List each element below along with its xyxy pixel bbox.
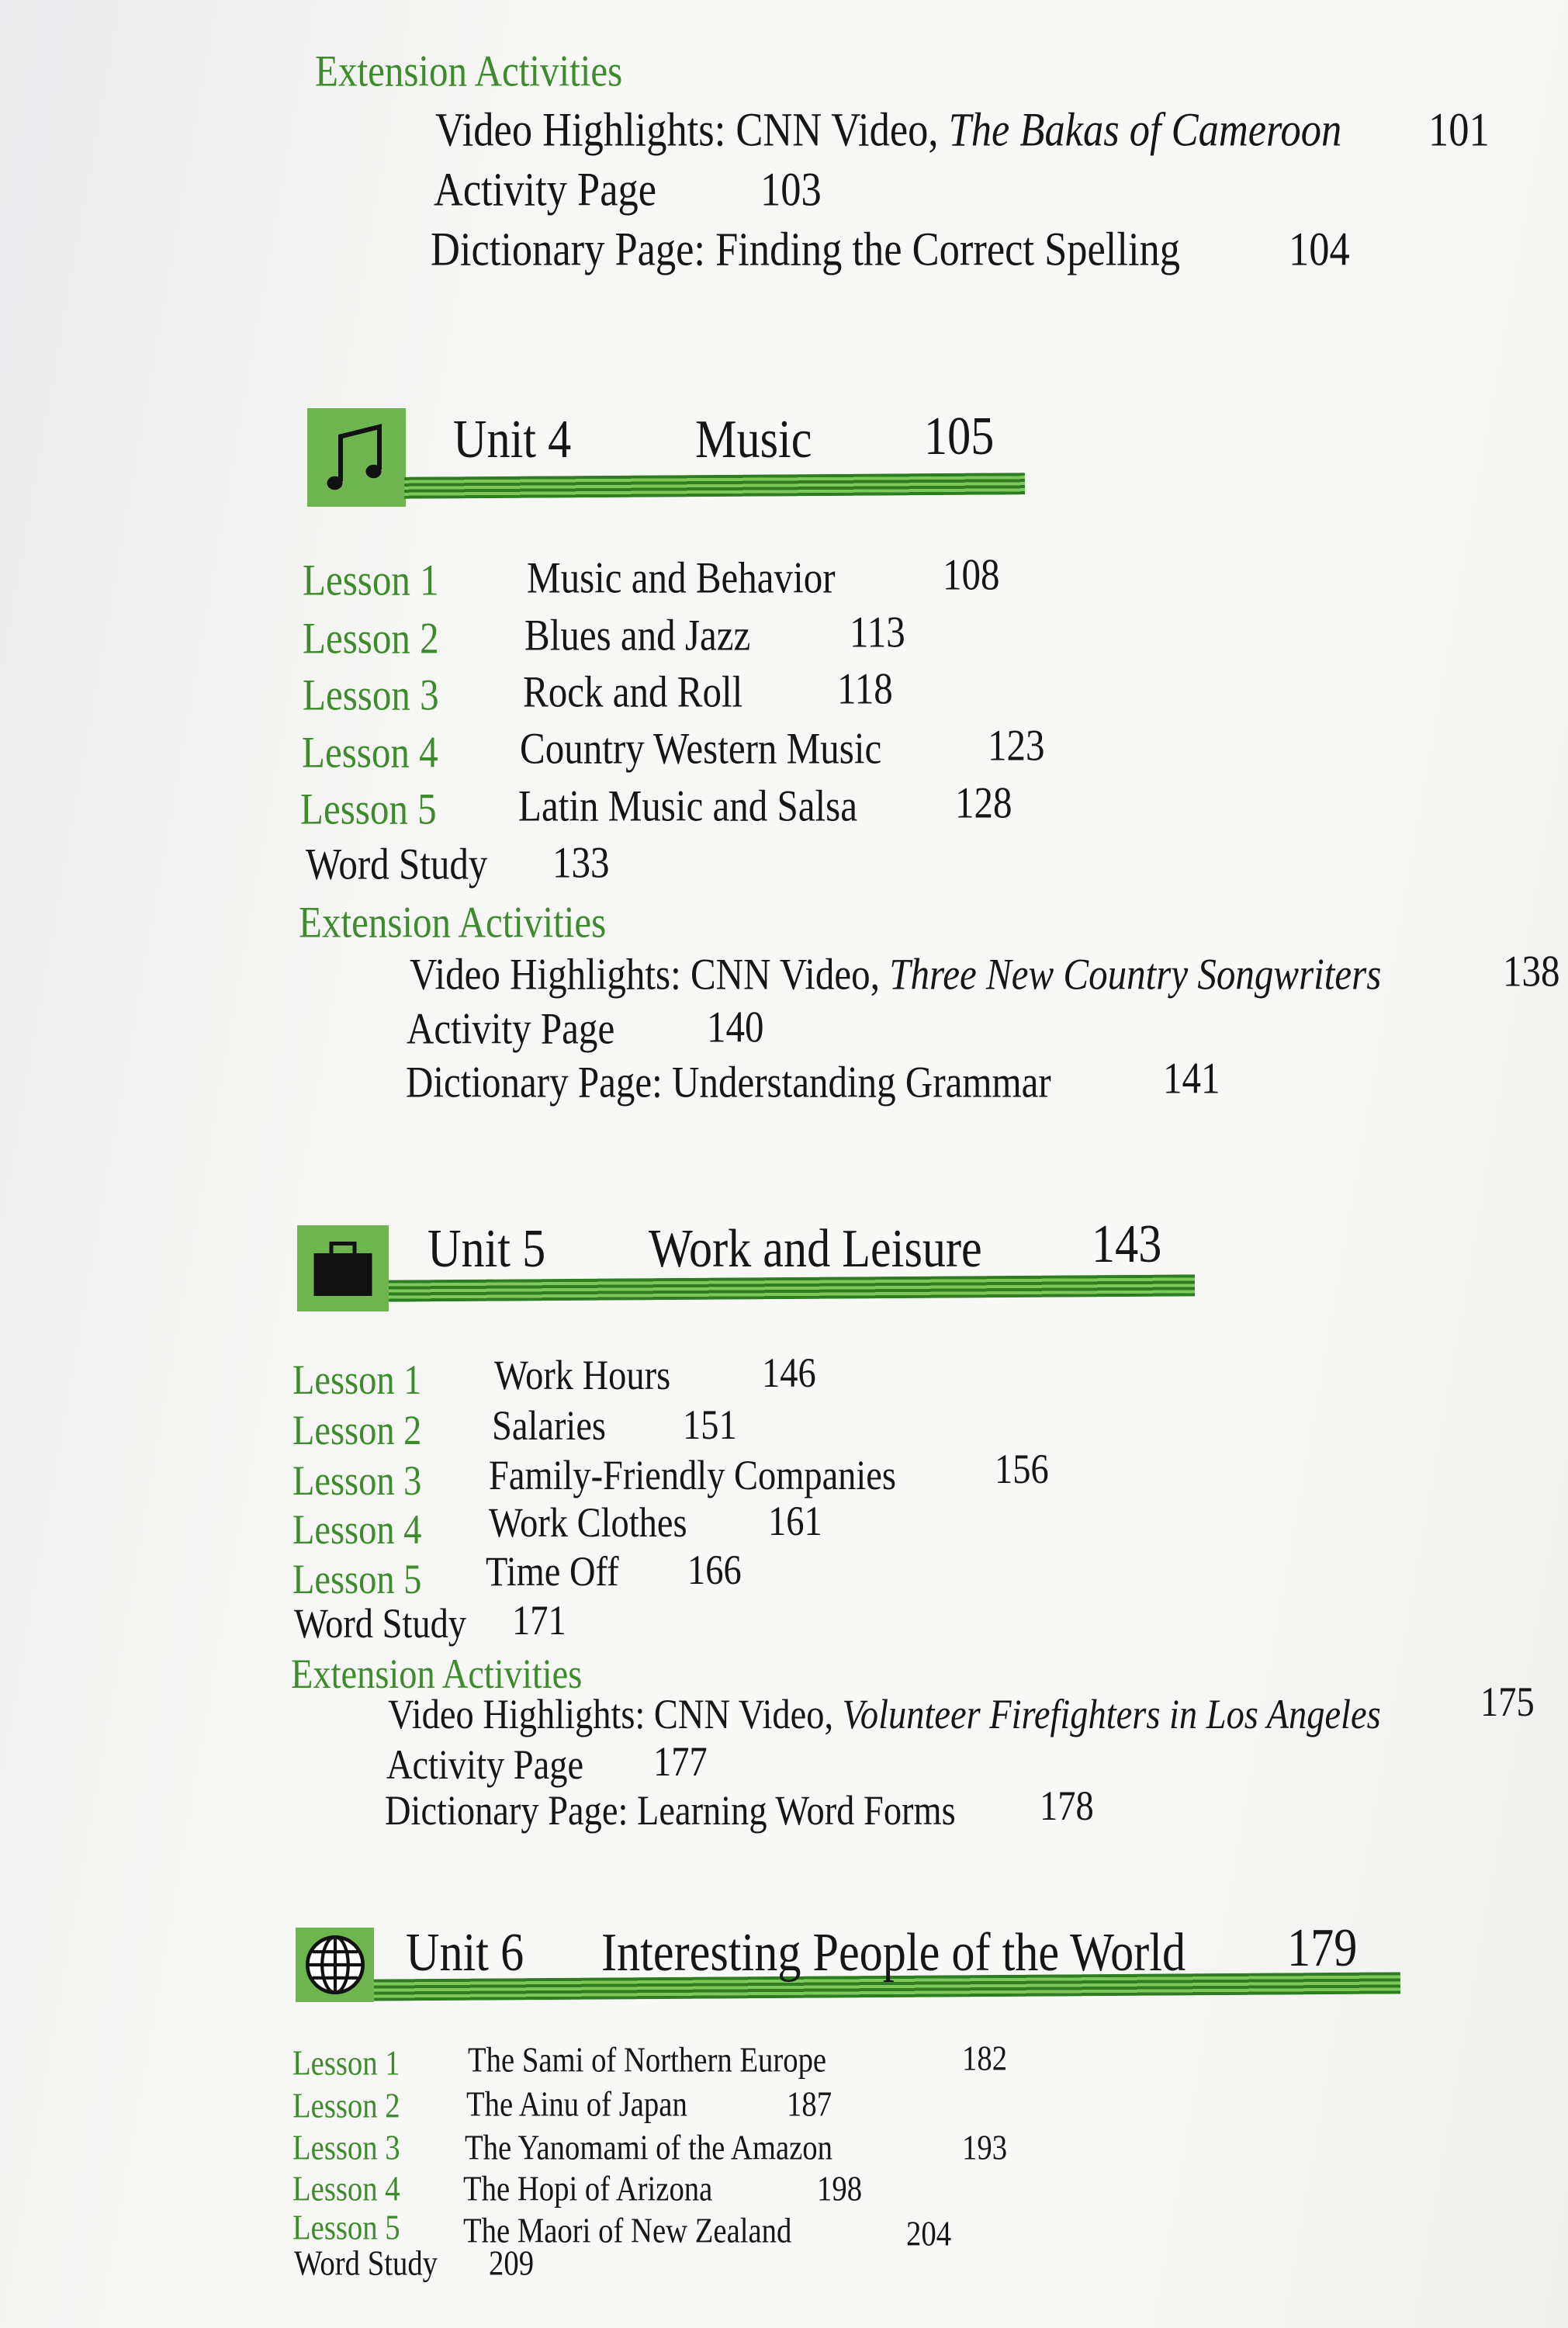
- word-study: Word Study: [293, 1600, 466, 1647]
- page-number: 108: [943, 550, 1000, 600]
- page-number: 209: [488, 2243, 534, 2283]
- lesson-title: The Yanomami of the Amazon: [465, 2128, 833, 2167]
- page-number: 118: [837, 664, 894, 714]
- page-number: 123: [987, 721, 1045, 771]
- extension-heading: Extension Activities: [298, 898, 606, 947]
- lesson-title: The Maori of New Zealand: [463, 2211, 792, 2250]
- unit-page: 105: [923, 406, 994, 466]
- lesson-label: Lesson 4: [301, 728, 438, 778]
- page-number: 177: [653, 1738, 708, 1785]
- page-number: 103: [760, 164, 822, 217]
- lesson-title: Time Off: [485, 1548, 619, 1595]
- lesson-label: Lesson 3: [303, 670, 440, 720]
- lesson-label: Lesson 1: [292, 2043, 400, 2083]
- page-number: 175: [1480, 1678, 1535, 1726]
- page-number: 101: [1428, 104, 1490, 157]
- globe-icon: [295, 1928, 375, 2003]
- lesson-label: Lesson 2: [303, 614, 440, 663]
- page-number: 171: [512, 1597, 566, 1644]
- lesson-label: Lesson 5: [292, 1555, 422, 1602]
- extension-heading: Extension Activities: [314, 47, 622, 96]
- lesson-label: Lesson 5: [292, 2208, 400, 2247]
- unit-title: Music: [694, 409, 812, 469]
- unit-number: Unit 4: [452, 409, 571, 469]
- unit-header-bar: [403, 473, 1025, 500]
- lesson-label: Lesson 1: [303, 556, 440, 605]
- lesson-title: Work Hours: [494, 1352, 671, 1399]
- page-number: 151: [683, 1401, 738, 1448]
- page-number: 113: [849, 608, 905, 657]
- page-number: 104: [1289, 223, 1351, 276]
- page-number: 146: [761, 1349, 816, 1396]
- page-number: 204: [905, 2214, 951, 2254]
- toc-entry-activity: Activity Page: [433, 164, 656, 217]
- page-number: 193: [962, 2128, 1008, 2167]
- lesson-title: Salaries: [491, 1402, 606, 1450]
- page-number: 161: [767, 1497, 822, 1544]
- page-number: 140: [707, 1003, 764, 1052]
- unit-number: Unit 6: [405, 1922, 524, 1983]
- page-number: 133: [552, 838, 610, 888]
- lesson-label: Lesson 4: [292, 1506, 422, 1554]
- page-number: 128: [954, 778, 1012, 828]
- page-number: 178: [1039, 1782, 1094, 1830]
- music-note-icon: [307, 408, 406, 507]
- word-study: Word Study: [306, 840, 488, 889]
- page-number: 198: [816, 2169, 862, 2208]
- page-number: 182: [962, 2039, 1008, 2078]
- page-number: 141: [1162, 1054, 1220, 1103]
- unit-header-bar: [389, 1274, 1196, 1302]
- page-number: 156: [995, 1445, 1050, 1492]
- toc-entry-video: Video Highlights: CNN Video, Three New C…: [410, 950, 1382, 999]
- lesson-label: Lesson 2: [292, 2086, 400, 2125]
- toc-entry-video: Video Highlights: CNN Video, Volunteer F…: [387, 1690, 1381, 1737]
- toc-entry-video: Video Highlights: CNN Video, The Bakas o…: [434, 104, 1341, 157]
- extension-heading: Extension Activities: [291, 1651, 583, 1698]
- lesson-title: Music and Behavior: [527, 553, 836, 603]
- unit-number: Unit 5: [427, 1218, 546, 1279]
- page-number: 138: [1502, 947, 1560, 996]
- lesson-title: Family-Friendly Companies: [488, 1451, 896, 1498]
- lesson-label: Lesson 4: [292, 2169, 400, 2208]
- lesson-label: Lesson 5: [299, 785, 437, 834]
- unit-title: Work and Leisure: [649, 1218, 983, 1279]
- lesson-label: Lesson 3: [292, 2128, 400, 2167]
- word-study: Word Study: [293, 2243, 438, 2283]
- toc-entry-activity: Activity Page: [407, 1004, 615, 1054]
- lesson-title: Blues and Jazz: [524, 611, 750, 660]
- lesson-title: The Ainu of Japan: [466, 2084, 687, 2124]
- page-number: 166: [687, 1547, 742, 1594]
- unit-title: Interesting People of the World: [601, 1922, 1186, 1983]
- page-number: 187: [787, 2084, 832, 2124]
- toc-entry-dictionary: Dictionary Page: Understanding Grammar: [405, 1058, 1051, 1107]
- lesson-label: Lesson 2: [292, 1407, 422, 1454]
- lesson-title: Rock and Roll: [522, 667, 742, 717]
- lesson-title: Country Western Music: [519, 724, 882, 774]
- lesson-label: Lesson 1: [292, 1356, 422, 1404]
- briefcase-icon: [296, 1225, 389, 1312]
- lesson-label: Lesson 3: [292, 1457, 422, 1505]
- toc-entry-dictionary: Dictionary Page: Learning Word Forms: [384, 1787, 956, 1834]
- lesson-title: Latin Music and Salsa: [517, 781, 858, 831]
- lesson-title: Work Clothes: [488, 1498, 687, 1546]
- unit-page: 179: [1287, 1918, 1358, 1979]
- lesson-title: The Hopi of Arizona: [463, 2169, 713, 2208]
- unit-page: 143: [1091, 1214, 1162, 1274]
- toc-entry-activity: Activity Page: [386, 1741, 583, 1788]
- toc-entry-dictionary: Dictionary Page: Finding the Correct Spe…: [431, 223, 1181, 276]
- lesson-title: The Sami of Northern Europe: [467, 2040, 827, 2080]
